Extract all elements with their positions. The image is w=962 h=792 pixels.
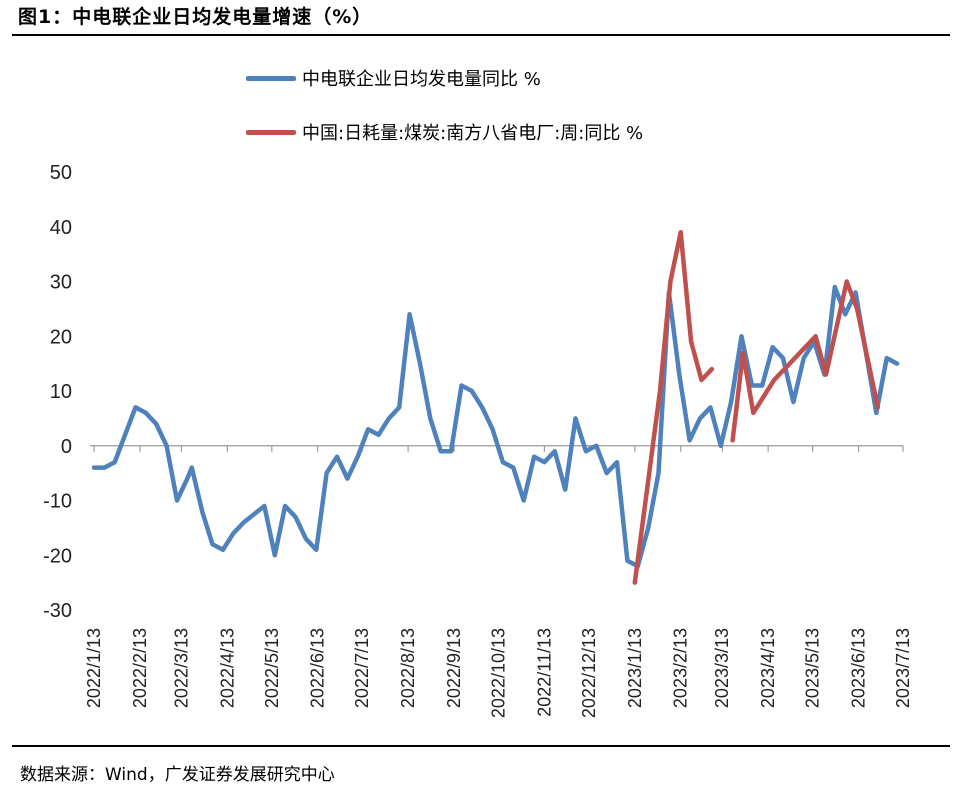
line-chart: -30 -20 -10 0 10 20 30 40 50 2022/1/13 2022/2/13 20…	[43, 162, 913, 718]
x-tick-label: 2023/1/13	[625, 628, 645, 708]
y-tick-label: 30	[50, 272, 72, 294]
x-tick-label: 2022/12/13	[579, 628, 599, 718]
x-tick-label: 2023/2/13	[671, 628, 691, 708]
legend-label-red: 中国:日耗量:煤炭:南方八省电厂:周:同比 %	[302, 123, 644, 144]
figure-title: 图1：中电联企业日均发电量增速（%）	[18, 6, 373, 28]
top-rule	[12, 34, 950, 36]
y-tick-label: 40	[50, 217, 72, 239]
y-tick-label: -10	[43, 491, 72, 513]
series-line-red-1	[632, 229, 715, 585]
x-tick-label: 2022/4/13	[217, 628, 237, 708]
legend-label-blue: 中电联企业日均发电量同比 %	[302, 69, 541, 90]
x-tick-label: 2022/2/13	[130, 628, 150, 708]
x-tick-label: 2022/5/13	[262, 628, 282, 708]
x-tick-label: 2022/3/13	[171, 628, 191, 708]
series-layer	[91, 229, 900, 585]
legend-item-red: 中国:日耗量:煤炭:南方八省电厂:周:同比 %	[246, 118, 643, 146]
source-note: 数据来源：Wind，广发证券发展研究中心	[20, 765, 335, 785]
y-tick-label: -30	[43, 600, 72, 622]
axis-layer: -30 -20 -10 0 10 20 30 40 50 2022/1/13 2022/2/13 20…	[43, 162, 913, 718]
x-tick-label: 2023/7/13	[893, 628, 913, 708]
y-tick-label: 10	[50, 381, 72, 403]
x-tick-label: 2022/9/13	[444, 628, 464, 708]
y-tick-label: -20	[43, 545, 72, 567]
legend-swatch-red	[246, 129, 296, 135]
y-tick-label: 50	[50, 162, 72, 184]
series-line-blue	[91, 284, 900, 569]
x-tick-label: 2022/1/13	[84, 628, 104, 708]
legend-item-blue: 中电联企业日均发电量同比 %	[246, 64, 643, 92]
series-line-red-2	[730, 279, 881, 443]
x-tick-label: 2022/7/13	[352, 628, 372, 708]
x-tick-label: 2023/5/13	[803, 628, 823, 708]
y-tick-label: 20	[50, 326, 72, 348]
legend-swatch-blue	[246, 75, 296, 81]
x-tick-label: 2023/3/13	[712, 628, 732, 708]
x-tick-label: 2023/6/13	[849, 628, 869, 708]
x-tick-label: 2022/6/13	[308, 628, 328, 708]
y-tick-label: 0	[61, 436, 72, 458]
x-tick-label: 2022/11/13	[534, 628, 554, 717]
x-tick-label: 2023/4/13	[758, 628, 778, 708]
bottom-rule	[12, 745, 950, 747]
x-tick-label: 2022/8/13	[398, 628, 418, 708]
chart-legend: 中电联企业日均发电量同比 % 中国:日耗量:煤炭:南方八省电厂:周:同比 %	[246, 64, 643, 172]
x-tick-label: 2022/10/13	[489, 628, 509, 718]
